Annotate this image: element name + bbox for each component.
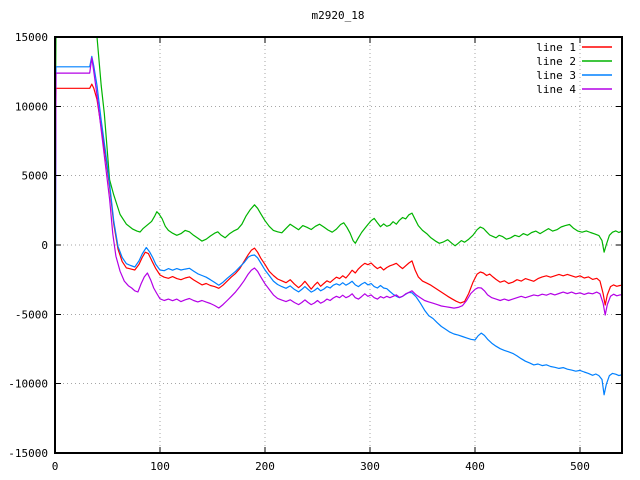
y-tick-label: 0 bbox=[41, 239, 48, 252]
x-tick-label: 500 bbox=[570, 460, 590, 473]
x-axis-labels: 0 100 200 300 400 500 bbox=[52, 460, 590, 473]
series-line-4 bbox=[55, 57, 622, 345]
y-tick-label: 10000 bbox=[15, 100, 48, 113]
legend-label: line 1 bbox=[536, 41, 576, 54]
y-tick-label: -15000 bbox=[8, 447, 48, 460]
x-tick-label: 0 bbox=[52, 460, 59, 473]
y-tick-label: -5000 bbox=[15, 308, 48, 321]
plot-border bbox=[54, 36, 623, 454]
y-tick-label: -10000 bbox=[8, 378, 48, 391]
legend-label: line 3 bbox=[536, 69, 576, 82]
series-line-3 bbox=[55, 55, 622, 453]
axis-ticks bbox=[54, 36, 622, 454]
y-axis-labels: -15000 -10000 -5000 0 5000 10000 15000 bbox=[8, 31, 48, 460]
legend-label: line 4 bbox=[536, 83, 576, 96]
x-tick-label: 200 bbox=[255, 460, 275, 473]
grid-lines bbox=[55, 37, 622, 453]
chart-title: m2920_18 bbox=[312, 9, 365, 22]
y-tick-label: 15000 bbox=[15, 31, 48, 44]
x-tick-label: 400 bbox=[465, 460, 485, 473]
y-tick-label: 5000 bbox=[22, 170, 49, 183]
series-line-2 bbox=[55, 37, 622, 253]
legend-label: line 2 bbox=[536, 55, 576, 68]
series-line-1 bbox=[55, 83, 622, 306]
data-series bbox=[55, 37, 622, 453]
x-tick-label: 300 bbox=[360, 460, 380, 473]
x-tick-label: 100 bbox=[150, 460, 170, 473]
plot-border-rect bbox=[54, 36, 623, 454]
